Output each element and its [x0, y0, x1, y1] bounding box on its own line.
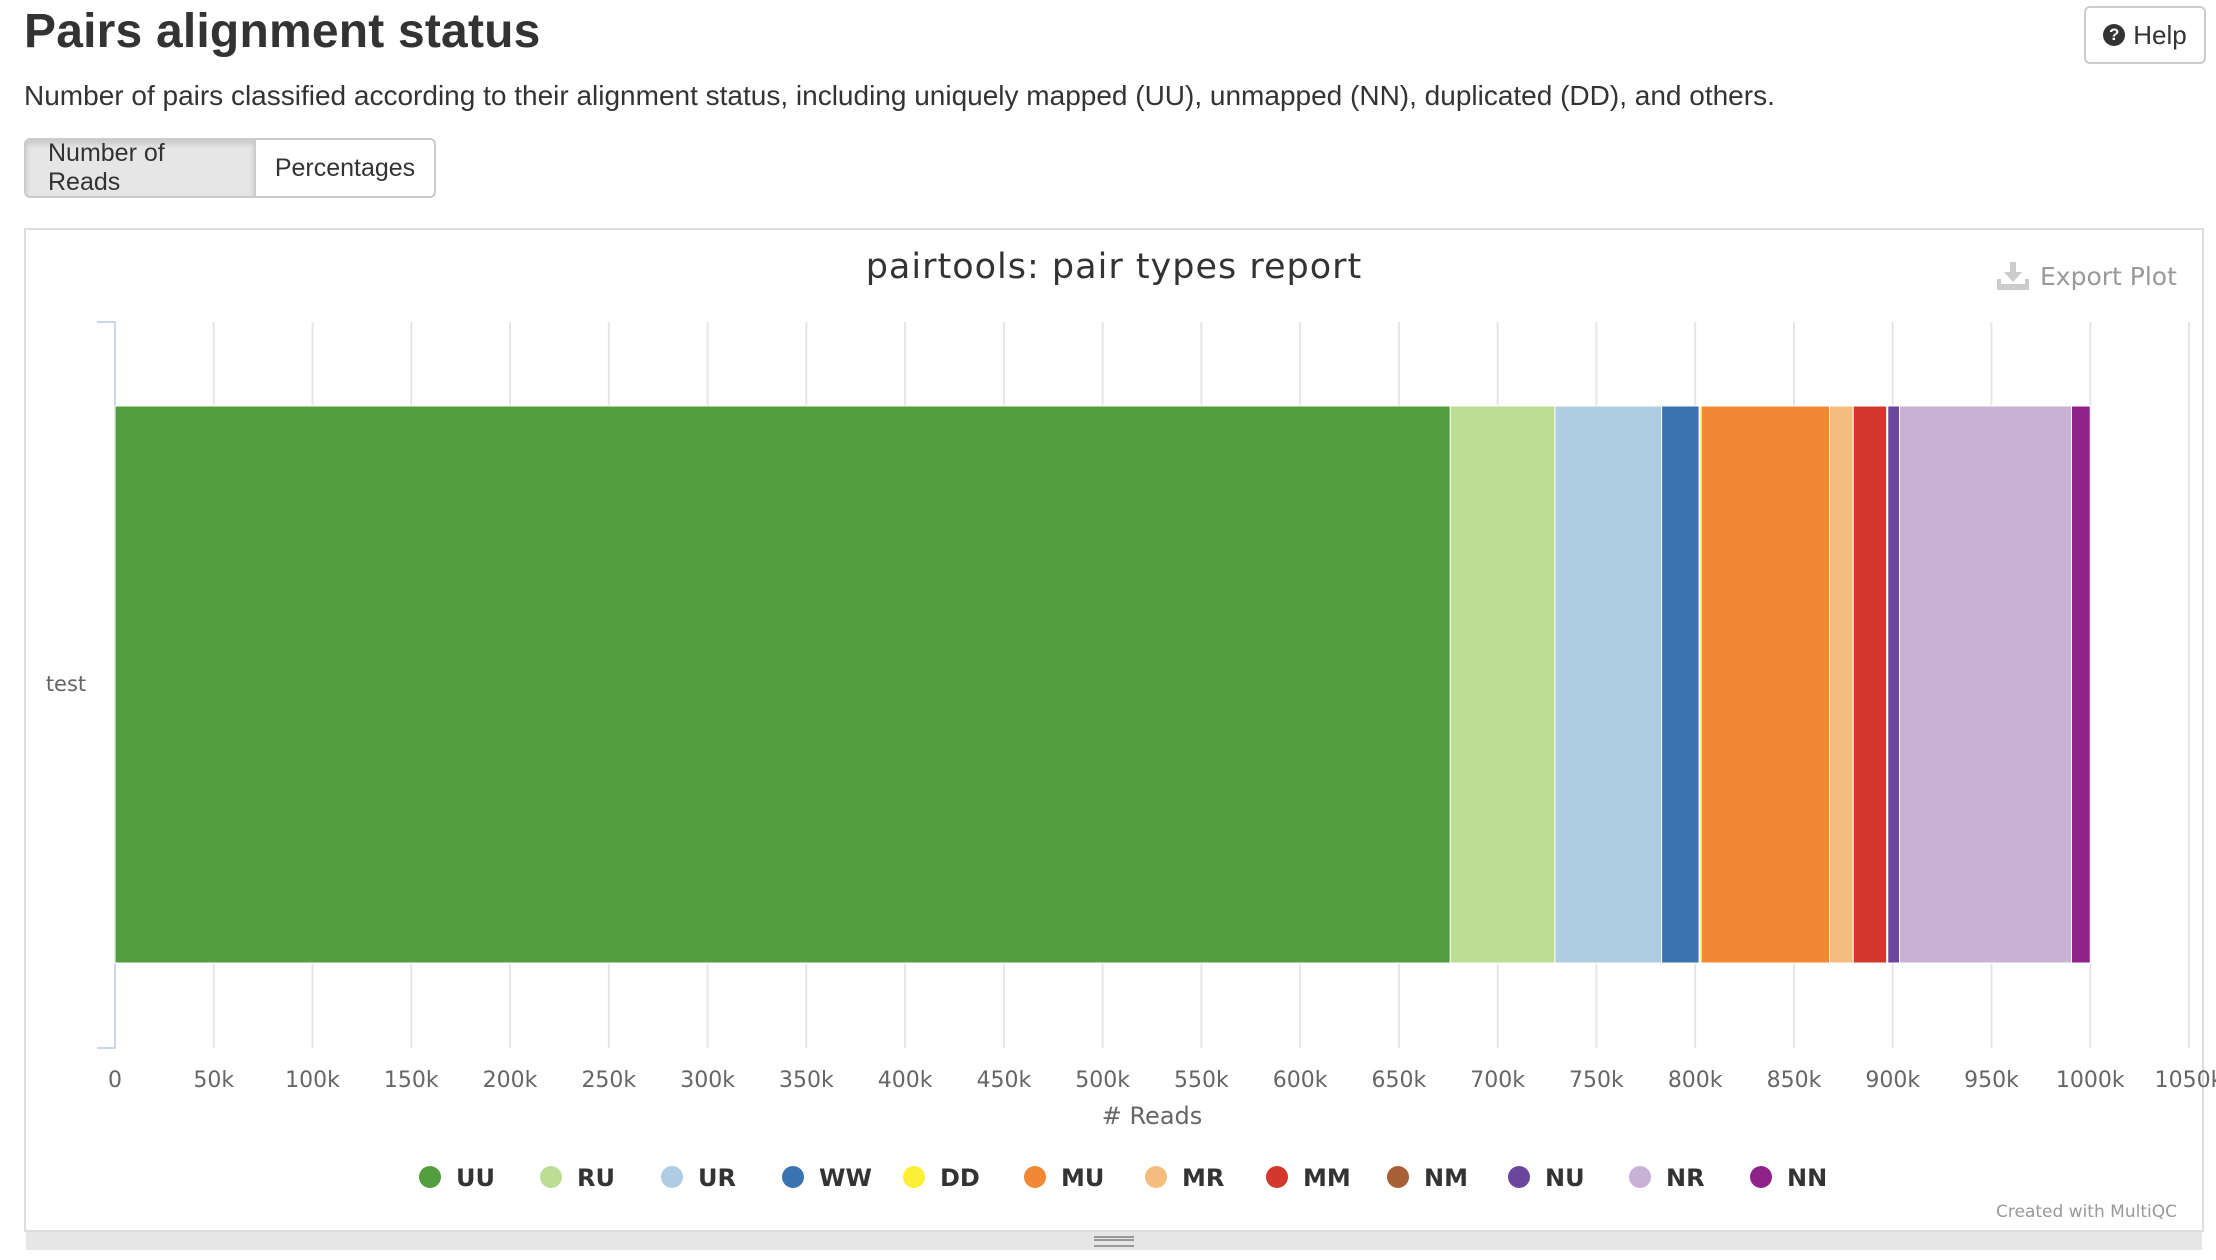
legend-item-nm[interactable]: NM [1387, 1164, 1468, 1192]
category-label: test [46, 672, 86, 696]
bar-segment-ww[interactable] [1661, 405, 1700, 964]
x-tick-label: 250k [581, 1068, 636, 1093]
bar-segment-nu[interactable] [1887, 405, 1901, 964]
x-tick-label: 600k [1273, 1068, 1328, 1093]
x-axis-title: # Reads [1102, 1102, 1203, 1130]
x-tick-label: 50k [193, 1068, 234, 1093]
x-tick-label: 1000k [2056, 1068, 2125, 1093]
download-icon [1997, 262, 2029, 290]
legend-label: NR [1666, 1164, 1705, 1192]
x-tick-label: 100k [285, 1068, 340, 1093]
legend-label: DD [940, 1164, 980, 1192]
x-tick-label: 950k [1964, 1068, 2019, 1093]
legend-label: MU [1061, 1164, 1104, 1192]
chart-title: pairtools: pair types report [866, 247, 1363, 287]
x-tick-label: 150k [384, 1068, 439, 1093]
x-tick-label: 800k [1668, 1068, 1723, 1093]
legend-marker [782, 1166, 804, 1188]
legend-marker [1629, 1166, 1651, 1188]
legend-marker [1387, 1166, 1409, 1188]
bar-segment-nn[interactable] [2070, 405, 2091, 964]
grip-icon [1094, 1235, 1134, 1247]
x-tick-label: 700k [1470, 1068, 1525, 1093]
bar-segment-uu[interactable] [114, 405, 1451, 964]
multiqc-credits[interactable]: Created with MultiQC [1996, 1202, 2177, 1222]
x-tick-label: 300k [680, 1068, 735, 1093]
bar-segment-ru[interactable] [1449, 405, 1556, 964]
export-plot-label: Export Plot [2040, 261, 2177, 291]
legend-item-nn[interactable]: NN [1750, 1164, 1827, 1192]
legend-marker [1508, 1166, 1530, 1188]
legend-label: UU [456, 1164, 495, 1192]
legend-label: NU [1545, 1164, 1585, 1192]
bar-segment-mu[interactable] [1700, 405, 1831, 964]
x-tick-label: 850k [1767, 1068, 1822, 1093]
legend-marker [661, 1166, 683, 1188]
data-view-toggle: Number of Reads Percentages [24, 138, 436, 198]
number-of-reads-button[interactable]: Number of Reads [24, 138, 256, 198]
question-circle-icon: ? [2103, 24, 2126, 46]
bar-segment-nr[interactable] [1899, 405, 2072, 964]
x-tick-label: 450k [976, 1068, 1031, 1093]
legend-item-uu[interactable]: UU [419, 1164, 495, 1192]
x-tick-label: 0 [108, 1068, 122, 1093]
axes [97, 321, 116, 1049]
legend-marker [1024, 1166, 1046, 1188]
legend-label: MR [1182, 1164, 1224, 1192]
export-plot-button[interactable]: Export Plot [1996, 258, 2177, 294]
x-tick-label: 400k [878, 1068, 933, 1093]
legend-item-mr[interactable]: MR [1145, 1164, 1224, 1192]
bar-segment-ur[interactable] [1554, 405, 1663, 964]
x-tick-label: 900k [1865, 1068, 1920, 1093]
tick-labels: 0 50k 100k 150k 200k 250k 300k 350k 400k 450k 500k… [108, 1068, 2216, 1093]
legend-item-ww[interactable]: WW [782, 1164, 872, 1192]
section-description: Number of pairs classified according to … [24, 80, 1775, 111]
bar-segments [114, 405, 2091, 964]
legend-item-nu[interactable]: NU [1508, 1164, 1585, 1192]
legend-item-nr[interactable]: NR [1629, 1164, 1705, 1192]
x-tick-label: 200k [483, 1068, 538, 1093]
legend-item-mu[interactable]: MU [1024, 1164, 1104, 1192]
legend-item-dd[interactable]: DD [903, 1164, 980, 1192]
legend: UU RU UR WW DD MU MR MM NM NU NR NN [419, 1164, 1827, 1192]
legend-label: NN [1787, 1164, 1827, 1192]
legend-label: RU [577, 1164, 615, 1192]
legend-label: MM [1303, 1164, 1351, 1192]
percentages-button[interactable]: Percentages [256, 138, 436, 198]
bar-segment-mm[interactable] [1852, 405, 1888, 964]
legend-marker [1145, 1166, 1167, 1188]
legend-label: WW [819, 1164, 872, 1192]
x-tick-label: 750k [1569, 1068, 1624, 1093]
legend-item-ur[interactable]: UR [661, 1164, 736, 1192]
y-axis-line [97, 321, 116, 1049]
x-tick-label: 550k [1174, 1068, 1229, 1093]
x-tick-label: 500k [1075, 1068, 1130, 1093]
bar-segment-mr[interactable] [1829, 405, 1854, 964]
help-button-label: Help [2133, 19, 2187, 50]
legend-label: NM [1424, 1164, 1468, 1192]
x-tick-label: 650k [1372, 1068, 1427, 1093]
legend-marker [1750, 1166, 1772, 1188]
legend-marker [1266, 1166, 1288, 1188]
x-tick-label: 1050k [2155, 1068, 2216, 1093]
legend-label: UR [698, 1164, 736, 1192]
legend-item-mm[interactable]: MM [1266, 1164, 1351, 1192]
plot-resize-handle[interactable] [26, 1232, 2202, 1250]
legend-item-ru[interactable]: RU [540, 1164, 615, 1192]
page-title: Pairs alignment status [24, 5, 541, 58]
help-button[interactable]: ? Help [2084, 6, 2206, 64]
legend-marker [419, 1166, 441, 1188]
legend-marker [540, 1166, 562, 1188]
x-tick-label: 350k [779, 1068, 834, 1093]
legend-marker [903, 1166, 925, 1188]
